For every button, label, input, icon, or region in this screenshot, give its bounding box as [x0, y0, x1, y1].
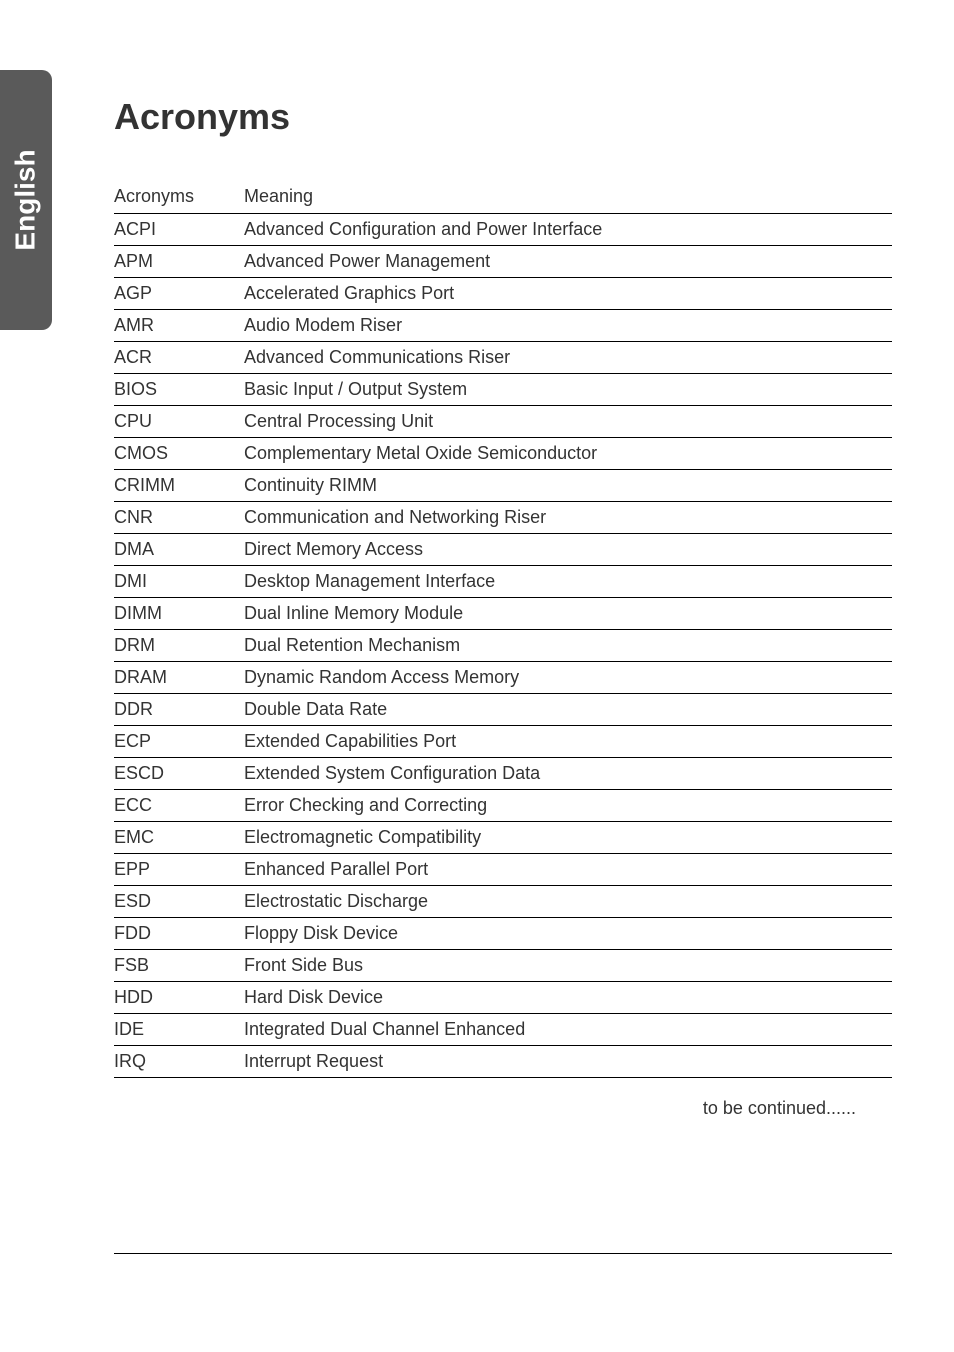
acronym-cell: BIOS — [114, 374, 244, 406]
acronym-cell: EMC — [114, 822, 244, 854]
meaning-cell: Advanced Power Management — [244, 246, 892, 278]
meaning-cell: Central Processing Unit — [244, 406, 892, 438]
table-row: AMRAudio Modem Riser — [114, 310, 892, 342]
acronym-cell: CMOS — [114, 438, 244, 470]
acronym-cell: APM — [114, 246, 244, 278]
acronym-cell: AGP — [114, 278, 244, 310]
acronym-cell: FSB — [114, 950, 244, 982]
meaning-cell: Communication and Networking Riser — [244, 502, 892, 534]
meaning-cell: Error Checking and Correcting — [244, 790, 892, 822]
meaning-cell: Advanced Communications Riser — [244, 342, 892, 374]
table-row: ESCDExtended System Configuration Data — [114, 758, 892, 790]
acronym-cell: IRQ — [114, 1046, 244, 1078]
meaning-cell: Enhanced Parallel Port — [244, 854, 892, 886]
table-row: ACRAdvanced Communications Riser — [114, 342, 892, 374]
table-row: EMCElectromagnetic Compatibility — [114, 822, 892, 854]
table-row: EPPEnhanced Parallel Port — [114, 854, 892, 886]
acronym-cell: ACPI — [114, 214, 244, 246]
table-row: HDDHard Disk Device — [114, 982, 892, 1014]
table-row: DMADirect Memory Access — [114, 534, 892, 566]
table-body: ACPIAdvanced Configuration and Power Int… — [114, 214, 892, 1078]
table-row: ACPIAdvanced Configuration and Power Int… — [114, 214, 892, 246]
meaning-cell: Accelerated Graphics Port — [244, 278, 892, 310]
header-acronyms: Acronyms — [114, 180, 244, 214]
footer-rule — [114, 1253, 892, 1254]
meaning-cell: Dynamic Random Access Memory — [244, 662, 892, 694]
meaning-cell: Double Data Rate — [244, 694, 892, 726]
table-row: CRIMMContinuity RIMM — [114, 470, 892, 502]
acronym-cell: FDD — [114, 918, 244, 950]
table-row: DIMMDual Inline Memory Module — [114, 598, 892, 630]
acronym-table: Acronyms Meaning ACPIAdvanced Configurat… — [114, 180, 892, 1078]
table-row: IDEIntegrated Dual Channel Enhanced — [114, 1014, 892, 1046]
table-row: AGPAccelerated Graphics Port — [114, 278, 892, 310]
table-row: IRQInterrupt Request — [114, 1046, 892, 1078]
table-row: DRAMDynamic Random Access Memory — [114, 662, 892, 694]
meaning-cell: Hard Disk Device — [244, 982, 892, 1014]
acronym-cell: AMR — [114, 310, 244, 342]
continued-note: to be continued...... — [114, 1098, 892, 1119]
acronym-cell: DRAM — [114, 662, 244, 694]
table-row: DDRDouble Data Rate — [114, 694, 892, 726]
table-row: ECPExtended Capabilities Port — [114, 726, 892, 758]
table-row: FDDFloppy Disk Device — [114, 918, 892, 950]
meaning-cell: Complementary Metal Oxide Semiconductor — [244, 438, 892, 470]
table-row: BIOSBasic Input / Output System — [114, 374, 892, 406]
acronym-cell: ECP — [114, 726, 244, 758]
meaning-cell: Floppy Disk Device — [244, 918, 892, 950]
acronym-cell: EPP — [114, 854, 244, 886]
acronym-cell: IDE — [114, 1014, 244, 1046]
acronym-cell: DMI — [114, 566, 244, 598]
acronym-cell: ACR — [114, 342, 244, 374]
acronym-cell: DRM — [114, 630, 244, 662]
table-row: CPUCentral Processing Unit — [114, 406, 892, 438]
meaning-cell: Basic Input / Output System — [244, 374, 892, 406]
table-row: DRMDual Retention Mechanism — [114, 630, 892, 662]
acronym-cell: ESCD — [114, 758, 244, 790]
table-row: FSBFront Side Bus — [114, 950, 892, 982]
meaning-cell: Continuity RIMM — [244, 470, 892, 502]
acronym-cell: DDR — [114, 694, 244, 726]
table-row: APMAdvanced Power Management — [114, 246, 892, 278]
language-label: English — [10, 149, 42, 250]
meaning-cell: Desktop Management Interface — [244, 566, 892, 598]
table-row: ESDElectrostatic Discharge — [114, 886, 892, 918]
header-meaning: Meaning — [244, 180, 892, 214]
meaning-cell: Interrupt Request — [244, 1046, 892, 1078]
acronym-cell: CNR — [114, 502, 244, 534]
acronym-cell: ESD — [114, 886, 244, 918]
meaning-cell: Extended System Configuration Data — [244, 758, 892, 790]
meaning-cell: Electromagnetic Compatibility — [244, 822, 892, 854]
meaning-cell: Dual Inline Memory Module — [244, 598, 892, 630]
meaning-cell: Direct Memory Access — [244, 534, 892, 566]
meaning-cell: Audio Modem Riser — [244, 310, 892, 342]
page-title: Acronyms — [114, 96, 892, 138]
meaning-cell: Front Side Bus — [244, 950, 892, 982]
meaning-cell: Electrostatic Discharge — [244, 886, 892, 918]
language-tab: English — [0, 70, 52, 330]
table-row: CMOSComplementary Metal Oxide Semiconduc… — [114, 438, 892, 470]
acronym-cell: DMA — [114, 534, 244, 566]
page-content: Acronyms Acronyms Meaning ACPIAdvanced C… — [114, 96, 892, 1119]
acronym-cell: DIMM — [114, 598, 244, 630]
acronym-cell: CPU — [114, 406, 244, 438]
meaning-cell: Dual Retention Mechanism — [244, 630, 892, 662]
table-row: ECCError Checking and Correcting — [114, 790, 892, 822]
acronym-cell: CRIMM — [114, 470, 244, 502]
table-header-row: Acronyms Meaning — [114, 180, 892, 214]
meaning-cell: Integrated Dual Channel Enhanced — [244, 1014, 892, 1046]
acronym-cell: ECC — [114, 790, 244, 822]
meaning-cell: Extended Capabilities Port — [244, 726, 892, 758]
table-row: CNRCommunication and Networking Riser — [114, 502, 892, 534]
acronym-cell: HDD — [114, 982, 244, 1014]
meaning-cell: Advanced Configuration and Power Interfa… — [244, 214, 892, 246]
table-row: DMIDesktop Management Interface — [114, 566, 892, 598]
